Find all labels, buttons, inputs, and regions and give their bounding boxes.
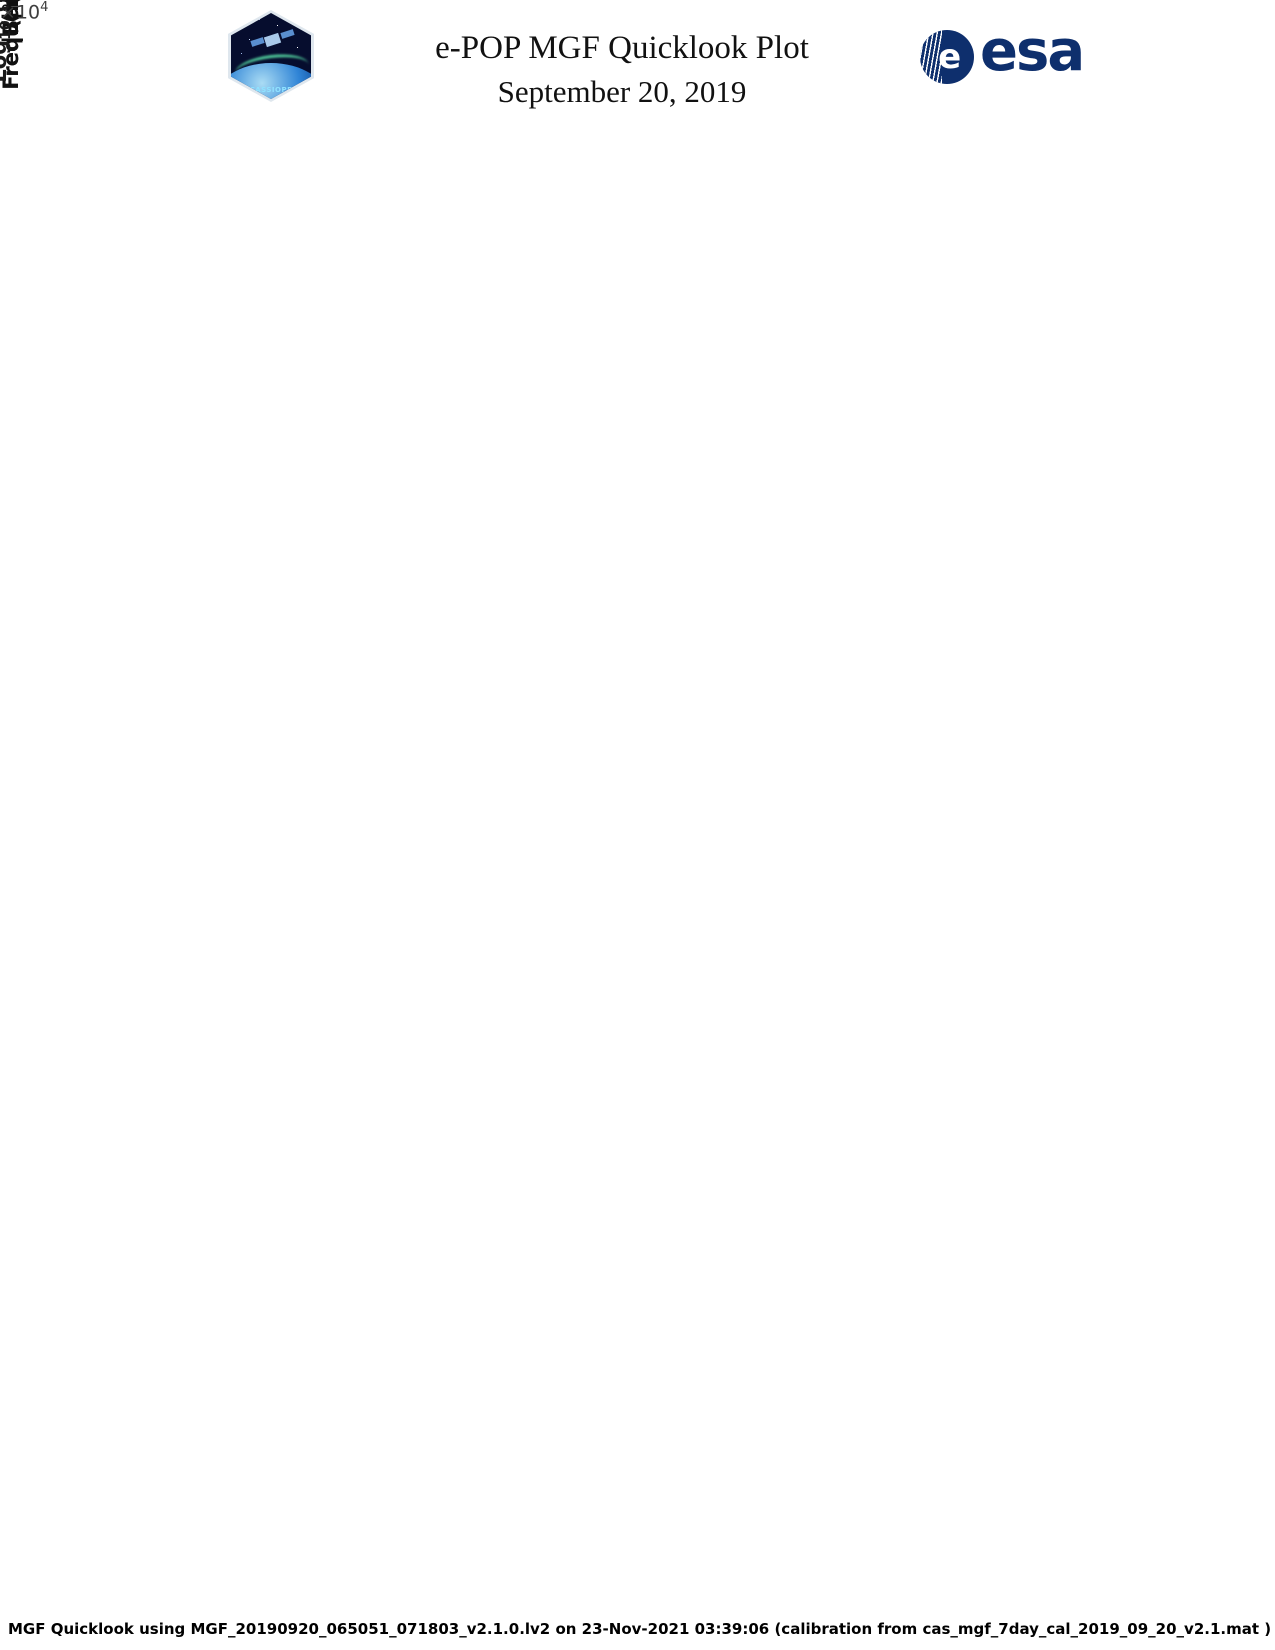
esa-globe-hatch (920, 30, 942, 84)
page-date: September 20, 2019 (497, 74, 747, 109)
colorbar-label-part: Log (0, 39, 11, 83)
esa-wordmark: esa (980, 19, 1085, 84)
footer-provenance-text: MGF Quicklook using MGF_20190920_065051_… (8, 1620, 1272, 1638)
total-field-axis-exponent: ×104 (0, 0, 48, 23)
esa-globe-e: e (938, 37, 962, 77)
page-title: e-POP MGF Quicklook Plot (435, 30, 809, 66)
colorbar-label-part: (nT (0, 0, 11, 20)
colorbar-axis-label: Log10 (nT2/Hz) (0, 0, 14, 83)
spectrogram-colorbar (0, 0, 2, 2)
voltage-canvas (1, 1, 301, 151)
exponent-base: ×10 (0, 1, 41, 24)
exponent-power: 4 (40, 0, 49, 15)
esa-globe-icon: e (920, 30, 974, 84)
voltage-panel (0, 0, 301, 151)
colorbar-label-subscript: 10 (0, 20, 14, 40)
